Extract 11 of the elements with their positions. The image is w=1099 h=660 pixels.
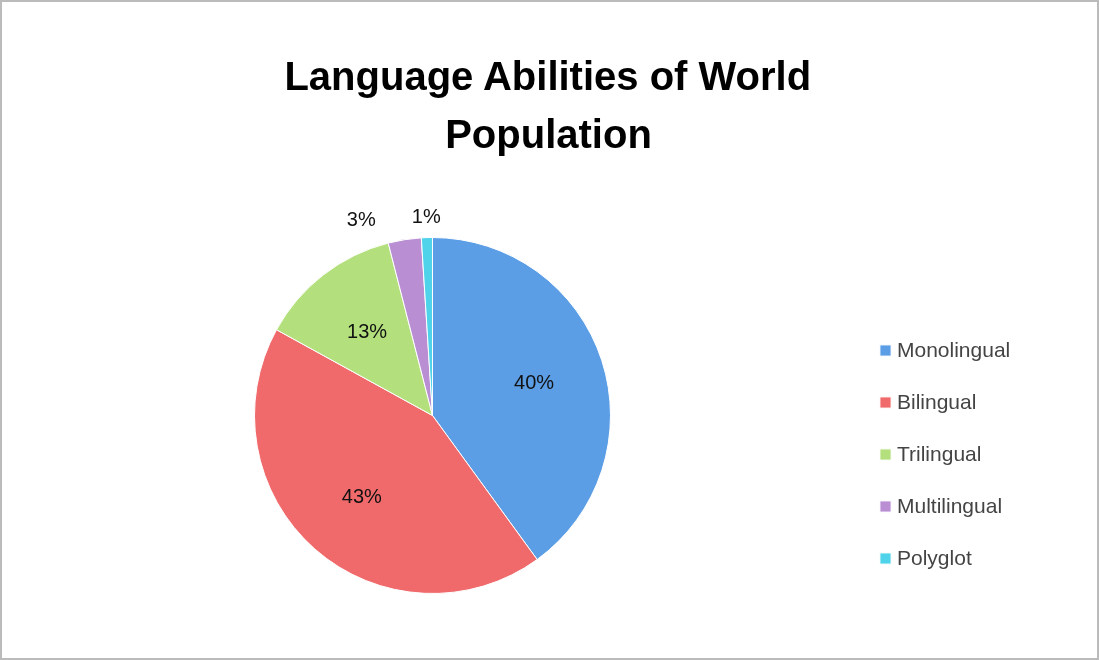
data-label: 13% (347, 320, 388, 343)
legend-label: Polyglot (897, 546, 972, 570)
data-label: 1% (411, 205, 441, 228)
legend-label: Multilingual (897, 494, 1003, 518)
legend-label: Monolingual (897, 338, 1011, 362)
data-label: 43% (341, 484, 383, 507)
legend-label: Trilingual (897, 442, 982, 466)
data-label: 3% (346, 207, 376, 230)
data-label: 40% (514, 371, 555, 394)
chart-title: Language Abilities of World Population (284, 53, 812, 156)
legend-label: Bilingual (897, 390, 977, 414)
